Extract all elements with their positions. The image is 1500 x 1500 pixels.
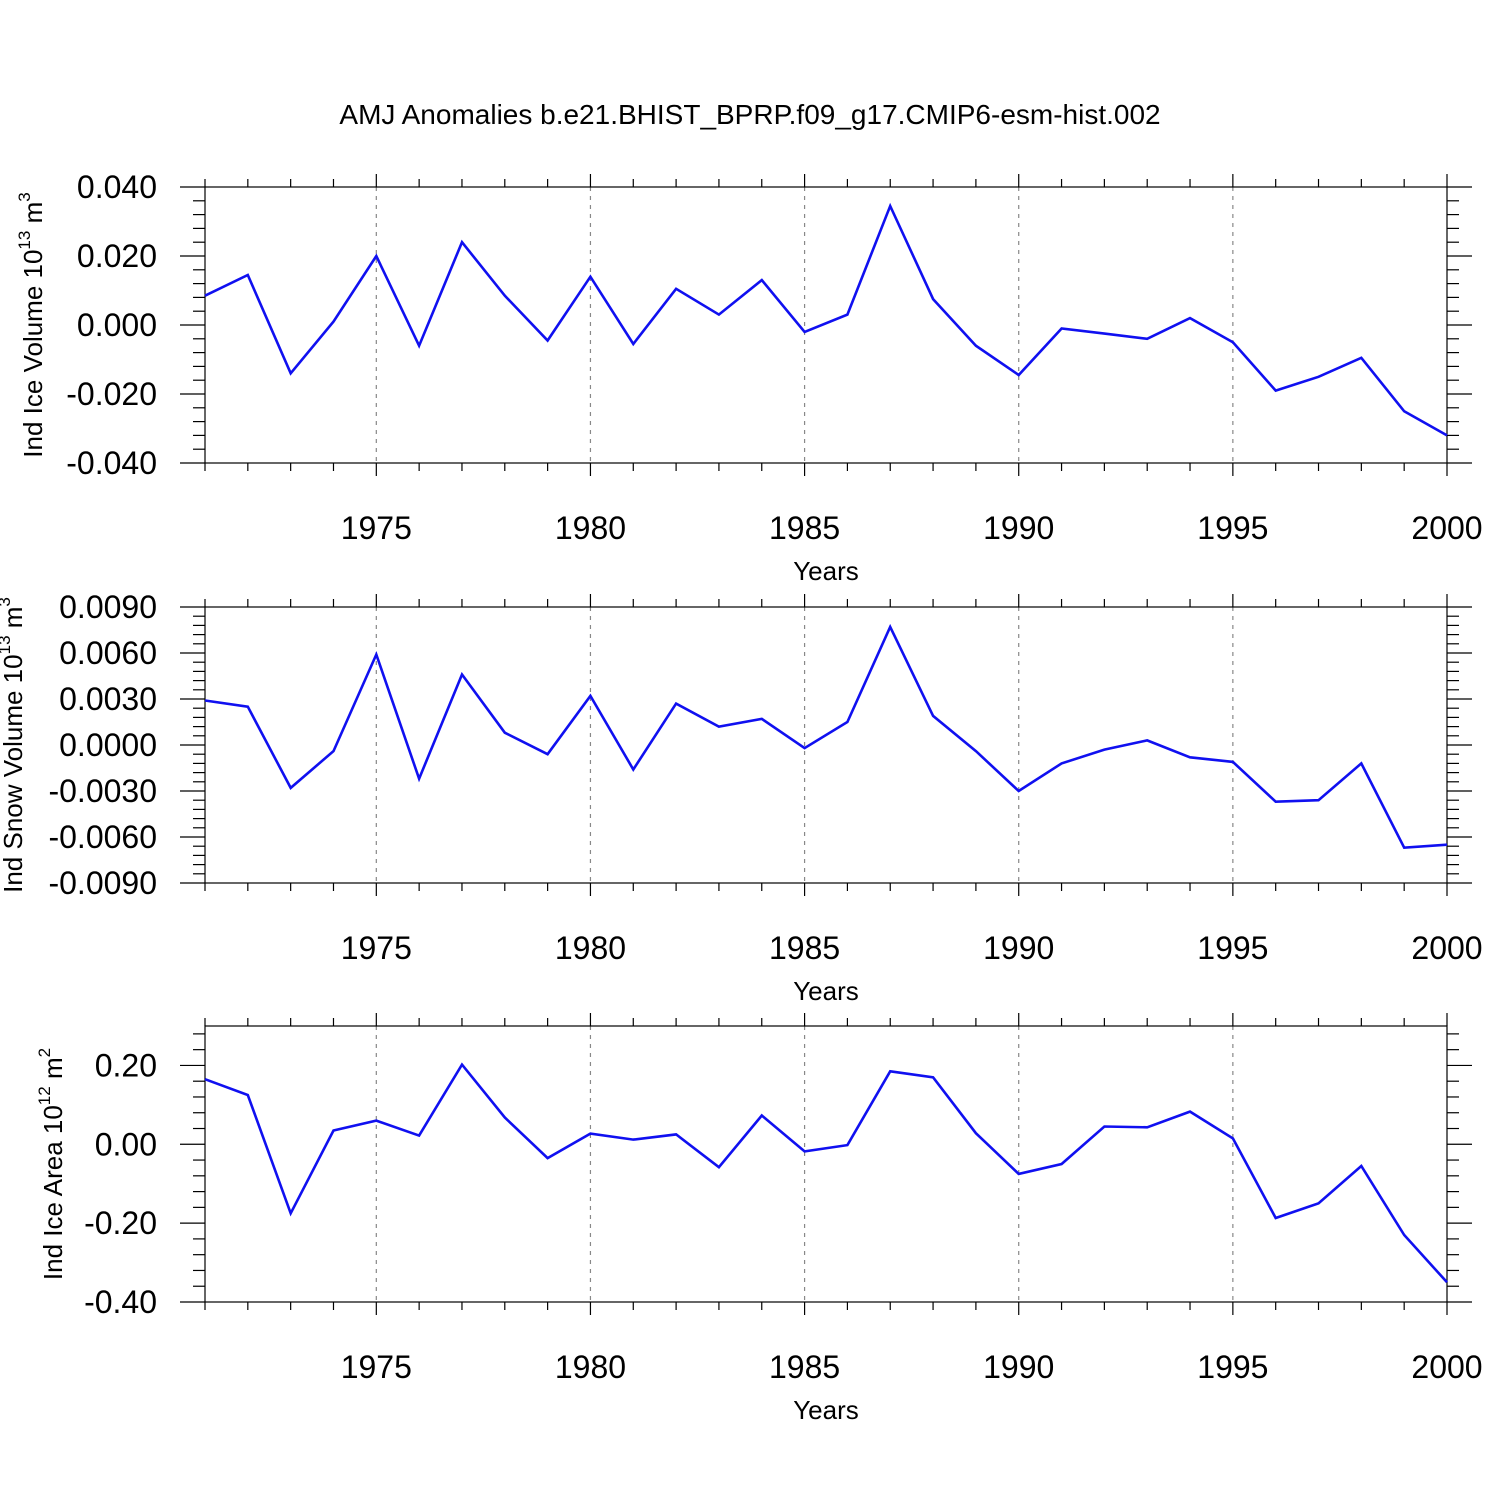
y-tick-label: 0.000: [77, 307, 157, 343]
y-tick-label: 0.20: [95, 1047, 157, 1083]
y-tick-label: -0.20: [84, 1205, 157, 1241]
y-axis-label-unit: m: [0, 607, 28, 636]
x-tick-label: 1990: [983, 510, 1054, 546]
y-tick-label: 0.0090: [59, 589, 157, 625]
y-tick-label: -0.0060: [48, 819, 157, 855]
series-line: [204, 623, 1448, 850]
x-tick-label: 1995: [1197, 930, 1268, 966]
y-tick-label: -0.040: [66, 445, 157, 481]
y-axis-label-unit: m: [38, 1057, 68, 1086]
x-tick-label: 1985: [769, 930, 840, 966]
y-tick-label: -0.0030: [48, 773, 157, 809]
y-axis-label-text: Ind Ice Area 10: [38, 1105, 68, 1280]
x-tick-label: 2000: [1411, 1349, 1482, 1385]
x-tick-label: 1990: [983, 1349, 1054, 1385]
y-tick-label: 0.00: [95, 1126, 157, 1162]
panel-1: -0.040 -0.020 0.000 0.020 0.040 1975 1980 1985 1…: [15, 169, 1483, 586]
x-axis-label: Years: [793, 1395, 859, 1425]
plot-frame: [204, 1025, 1448, 1303]
x-tick-label: 1980: [555, 930, 626, 966]
x-axis-label: Years: [793, 976, 859, 1006]
y-tick-label: 0.0030: [59, 681, 157, 717]
y-axis-label-unit-exponent: 2: [35, 1048, 54, 1057]
x-tick-label: 1990: [983, 930, 1054, 966]
x-tick-label: 1980: [555, 1349, 626, 1385]
y-axis-label: Ind Ice Volume 1013 m3: [15, 192, 48, 457]
plot-frame: [204, 606, 1448, 884]
x-axis-label: Years: [793, 556, 859, 586]
x-tick-label: 1975: [341, 510, 412, 546]
y-axis-label-unit-exponent: 3: [0, 597, 14, 606]
y-tick-label: 0.040: [77, 169, 157, 205]
x-tick-label: 1975: [341, 1349, 412, 1385]
x-tick-label: 1975: [341, 930, 412, 966]
plot-frame: [204, 186, 1448, 464]
x-tick-label: 2000: [1411, 510, 1482, 546]
y-tick-label: -0.020: [66, 376, 157, 412]
x-tick-label: 2000: [1411, 930, 1482, 966]
y-axis-label-exponent: 13: [0, 635, 14, 654]
x-tick-label: 1985: [769, 1349, 840, 1385]
y-axis-label-text: Ind Ice Volume 10: [18, 250, 48, 458]
panel-2: -0.0090 -0.0060 -0.0030 0.0000 0.0030 0.0060 0…: [0, 589, 1483, 1006]
y-tick-label: -0.40: [84, 1284, 157, 1320]
y-axis-label-exponent: 12: [35, 1086, 54, 1105]
x-tick-label: 1980: [555, 510, 626, 546]
series-line: [204, 1062, 1448, 1284]
y-tick-label: 0.020: [77, 238, 157, 274]
x-tick-label: 1985: [769, 510, 840, 546]
y-axis-label-unit-exponent: 3: [15, 192, 34, 201]
y-axis-label-exponent: 13: [15, 231, 34, 250]
series-line: [204, 202, 1448, 437]
y-tick-label: 0.0000: [59, 727, 157, 763]
y-axis-label-text: Ind Snow Volume 10: [0, 654, 28, 893]
chart-panels: -0.040 -0.020 0.000 0.020 0.040 1975 1980 1985 1…: [0, 169, 1483, 1425]
x-tick-label: 1995: [1197, 510, 1268, 546]
y-axis-label-unit: m: [18, 202, 48, 231]
y-tick-label: -0.0090: [48, 865, 157, 901]
y-axis-label: Ind Ice Area 1012 m2: [35, 1048, 68, 1280]
panel-3: -0.40 -0.20 0.00 0.20 1975 1980 1985 1990 1995 20…: [35, 1013, 1483, 1425]
x-tick-label: 1995: [1197, 1349, 1268, 1385]
y-axis-label: Ind Snow Volume 1013 m3: [0, 597, 28, 893]
y-tick-label: 0.0060: [59, 635, 157, 671]
chart-title: AMJ Anomalies b.e21.BHIST_BPRP.f09_g17.C…: [339, 99, 1160, 130]
